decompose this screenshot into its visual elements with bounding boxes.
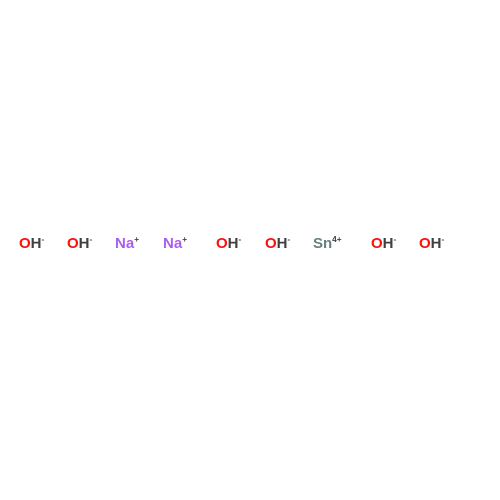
species-oh3: OH- <box>216 236 241 251</box>
atom-o: O <box>265 235 277 252</box>
charge: + <box>182 235 187 244</box>
species-oh1: OH- <box>19 236 44 251</box>
charge: - <box>239 235 242 244</box>
atom-o: O <box>216 235 228 252</box>
charge: - <box>394 235 397 244</box>
charge: 4+ <box>332 235 341 244</box>
species-na2: Na+ <box>163 236 187 251</box>
atom-h: H <box>383 235 394 252</box>
charge: - <box>442 235 445 244</box>
atom-na: Na <box>163 235 182 252</box>
charge: - <box>42 235 45 244</box>
species-sn: Sn4+ <box>313 236 342 251</box>
atom-sn: Sn <box>313 235 332 252</box>
charge: - <box>90 235 93 244</box>
species-na1: Na+ <box>115 236 139 251</box>
atom-o: O <box>419 235 431 252</box>
charge: - <box>288 235 291 244</box>
atom-h: H <box>277 235 288 252</box>
atom-na: Na <box>115 235 134 252</box>
atom-o: O <box>19 235 31 252</box>
atom-h: H <box>431 235 442 252</box>
species-oh4: OH- <box>265 236 290 251</box>
species-oh2: OH- <box>67 236 92 251</box>
formula-canvas: OH-OH-Na+Na+OH-OH-Sn4+OH-OH- <box>0 0 500 500</box>
species-oh6: OH- <box>419 236 444 251</box>
atom-o: O <box>371 235 383 252</box>
charge: + <box>134 235 139 244</box>
species-oh5: OH- <box>371 236 396 251</box>
atom-h: H <box>79 235 90 252</box>
atom-o: O <box>67 235 79 252</box>
atom-h: H <box>228 235 239 252</box>
atom-h: H <box>31 235 42 252</box>
